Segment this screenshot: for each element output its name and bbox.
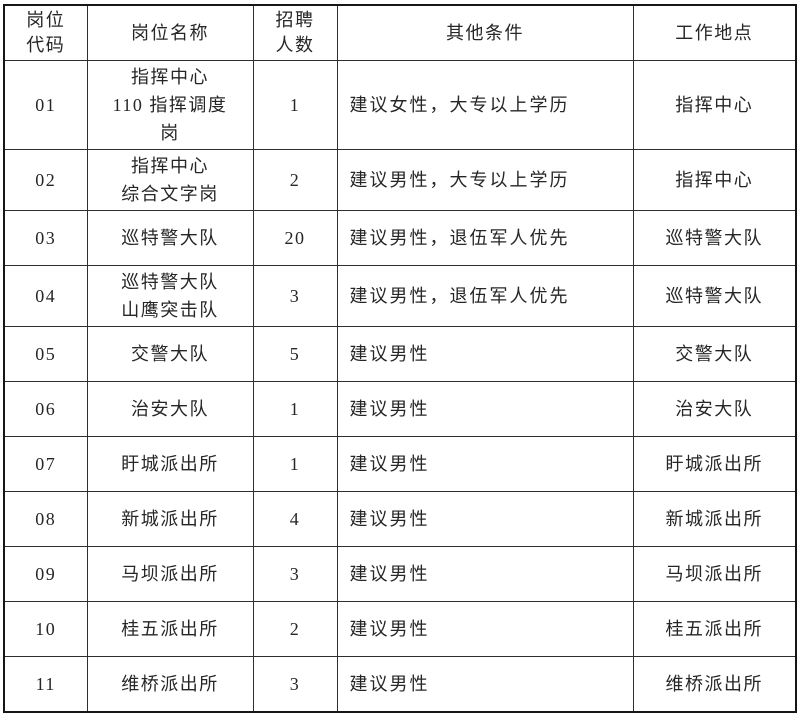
cell-work-location: 巡特警大队 <box>632 265 797 327</box>
cell-work-location: 马坝派出所 <box>632 546 797 602</box>
cell-other-conditions: 建议男性，退伍军人优先 <box>336 265 634 327</box>
recruitment-positions-table: 岗位 代码 岗位名称 招聘 人数 其他条件 工作地点 01 指挥中心 110 指… <box>3 4 797 713</box>
cell-work-location: 交警大队 <box>632 326 797 382</box>
cell-position-code: 02 <box>3 149 88 211</box>
cell-recruit-count: 3 <box>252 546 338 602</box>
cell-work-location: 指挥中心 <box>632 149 797 211</box>
cell-position-name: 交警大队 <box>86 326 254 382</box>
cell-position-name: 维桥派出所 <box>86 656 254 712</box>
cell-recruit-count: 3 <box>252 656 338 712</box>
cell-position-code: 04 <box>3 265 88 327</box>
cell-work-location: 新城派出所 <box>632 491 797 547</box>
cell-recruit-count: 2 <box>252 601 338 657</box>
cell-work-location: 指挥中心 <box>632 60 797 150</box>
cell-work-location: 桂五派出所 <box>632 601 797 657</box>
table-row: 01 指挥中心 110 指挥调度 岗 1 建议女性，大专以上学历 指挥中心 <box>3 60 797 150</box>
cell-work-location: 维桥派出所 <box>632 656 797 712</box>
cell-other-conditions: 建议男性 <box>336 436 634 492</box>
cell-position-name: 巡特警大队 <box>86 210 254 266</box>
cell-other-conditions: 建议男性 <box>336 326 634 382</box>
cell-position-name: 盱城派出所 <box>86 436 254 492</box>
cell-recruit-count: 5 <box>252 326 338 382</box>
cell-position-code: 07 <box>3 436 88 492</box>
table-body: 01 指挥中心 110 指挥调度 岗 1 建议女性，大专以上学历 指挥中心 02… <box>3 60 797 712</box>
cell-recruit-count: 1 <box>252 60 338 150</box>
cell-recruit-count: 2 <box>252 149 338 211</box>
header-row: 岗位 代码 岗位名称 招聘 人数 其他条件 工作地点 <box>3 4 797 61</box>
table-row: 09 马坝派出所 3 建议男性 马坝派出所 <box>3 546 797 602</box>
cell-work-location: 盱城派出所 <box>632 436 797 492</box>
cell-other-conditions: 建议女性，大专以上学历 <box>336 60 634 150</box>
table-row: 02 指挥中心 综合文字岗 2 建议男性，大专以上学历 指挥中心 <box>3 149 797 211</box>
cell-recruit-count: 1 <box>252 436 338 492</box>
cell-recruit-count: 20 <box>252 210 338 266</box>
cell-other-conditions: 建议男性 <box>336 546 634 602</box>
header-other-conditions: 其他条件 <box>336 4 634 61</box>
cell-other-conditions: 建议男性 <box>336 656 634 712</box>
table-row: 07 盱城派出所 1 建议男性 盱城派出所 <box>3 436 797 492</box>
header-work-location: 工作地点 <box>632 4 797 61</box>
cell-position-code: 09 <box>3 546 88 602</box>
cell-position-name: 马坝派出所 <box>86 546 254 602</box>
cell-position-name: 桂五派出所 <box>86 601 254 657</box>
cell-position-code: 10 <box>3 601 88 657</box>
table-row: 10 桂五派出所 2 建议男性 桂五派出所 <box>3 601 797 657</box>
cell-recruit-count: 3 <box>252 265 338 327</box>
cell-other-conditions: 建议男性，退伍军人优先 <box>336 210 634 266</box>
header-position-code: 岗位 代码 <box>3 4 88 61</box>
cell-other-conditions: 建议男性 <box>336 601 634 657</box>
table-row: 06 治安大队 1 建议男性 治安大队 <box>3 381 797 437</box>
cell-position-name: 指挥中心 综合文字岗 <box>86 149 254 211</box>
cell-other-conditions: 建议男性 <box>336 381 634 437</box>
cell-position-name: 巡特警大队 山鹰突击队 <box>86 265 254 327</box>
table-row: 08 新城派出所 4 建议男性 新城派出所 <box>3 491 797 547</box>
header-recruit-count: 招聘 人数 <box>252 4 338 61</box>
header-position-name: 岗位名称 <box>86 4 254 61</box>
table-row: 03 巡特警大队 20 建议男性，退伍军人优先 巡特警大队 <box>3 210 797 266</box>
table-row: 05 交警大队 5 建议男性 交警大队 <box>3 326 797 382</box>
cell-position-code: 11 <box>3 656 88 712</box>
cell-other-conditions: 建议男性 <box>336 491 634 547</box>
cell-other-conditions: 建议男性，大专以上学历 <box>336 149 634 211</box>
cell-position-code: 05 <box>3 326 88 382</box>
cell-work-location: 治安大队 <box>632 381 797 437</box>
cell-position-name: 治安大队 <box>86 381 254 437</box>
cell-position-name: 新城派出所 <box>86 491 254 547</box>
cell-recruit-count: 1 <box>252 381 338 437</box>
cell-recruit-count: 4 <box>252 491 338 547</box>
table-header: 岗位 代码 岗位名称 招聘 人数 其他条件 工作地点 <box>3 4 797 61</box>
cell-position-code: 08 <box>3 491 88 547</box>
cell-position-code: 03 <box>3 210 88 266</box>
cell-position-code: 01 <box>3 60 88 150</box>
table-row: 04 巡特警大队 山鹰突击队 3 建议男性，退伍军人优先 巡特警大队 <box>3 265 797 327</box>
cell-position-name: 指挥中心 110 指挥调度 岗 <box>86 60 254 150</box>
cell-position-code: 06 <box>3 381 88 437</box>
cell-work-location: 巡特警大队 <box>632 210 797 266</box>
table-row: 11 维桥派出所 3 建议男性 维桥派出所 <box>3 656 797 712</box>
